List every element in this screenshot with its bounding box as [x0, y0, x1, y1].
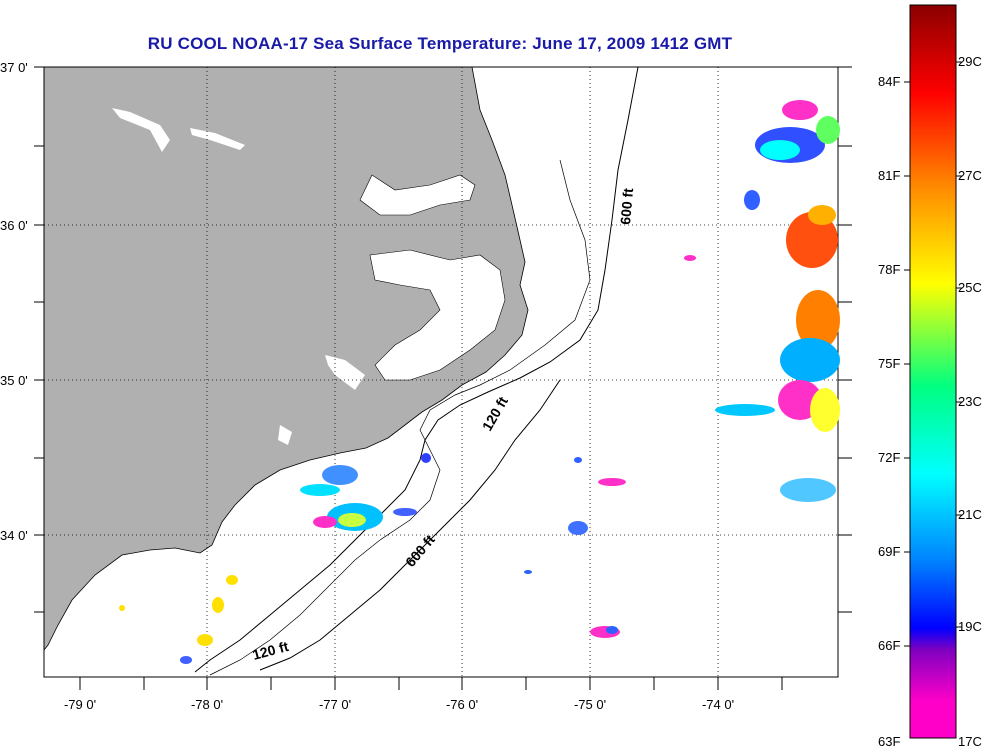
- river-4: [278, 425, 292, 445]
- cb-label-27c: 27C: [958, 168, 982, 183]
- lon-label-78: -78 0': [190, 697, 224, 712]
- map-title: RU COOL NOAA-17 Sea Surface Temperature:…: [147, 34, 733, 53]
- cb-label-19c: 19C: [958, 619, 982, 634]
- lon-label-74: -74 0': [701, 697, 735, 712]
- sound-albemarle: [359, 174, 476, 216]
- bottom-ticks: [79, 677, 783, 690]
- lat-label-35: 35 0': [0, 373, 28, 388]
- cb-label-25c: 25C: [958, 280, 982, 295]
- colorbar-ticks: [904, 61, 962, 647]
- cb-label-29c: 29C: [958, 54, 982, 69]
- isobath-600-north: [194, 66, 639, 673]
- lon-label-79: -79 0': [63, 697, 97, 712]
- contour-label-600-north: 600 ft: [617, 187, 636, 225]
- river-2: [190, 128, 245, 150]
- cb-label-17c: 17C: [958, 734, 982, 749]
- lon-label-76: -76 0': [445, 697, 479, 712]
- colorbar: [909, 4, 957, 739]
- contour-label-120-mid: 120 ft: [479, 394, 511, 434]
- lat-label-37: 37 0': [0, 60, 28, 75]
- isobath-600-south: [259, 379, 561, 671]
- cb-label-69f: 69F: [878, 544, 901, 559]
- isobath-120: [209, 159, 591, 676]
- grid: [44, 67, 838, 677]
- side-ticks: [34, 66, 852, 613]
- river-1: [112, 108, 170, 152]
- cb-label-72f: 72F: [878, 450, 901, 465]
- lon-label-77: -77 0': [318, 697, 352, 712]
- cb-label-84f: 84F: [878, 74, 901, 89]
- cb-label-23c: 23C: [958, 394, 982, 409]
- cb-label-81f: 81F: [878, 168, 901, 183]
- map-frame: [43, 66, 839, 678]
- lat-label-34: 34 0': [0, 528, 28, 543]
- cb-label-75f: 75F: [878, 356, 901, 371]
- lat-label-36: 36 0': [0, 218, 28, 233]
- cb-label-63f: 63F: [878, 734, 901, 749]
- cb-label-21c: 21C: [958, 507, 982, 522]
- cb-label-78f: 78F: [878, 262, 901, 277]
- sst-patches: [119, 100, 840, 664]
- cb-label-66f: 66F: [878, 638, 901, 653]
- contour-label-120-south: 120 ft: [251, 638, 291, 663]
- lon-label-75: -75 0': [573, 697, 607, 712]
- sound-pamlico: [369, 249, 506, 381]
